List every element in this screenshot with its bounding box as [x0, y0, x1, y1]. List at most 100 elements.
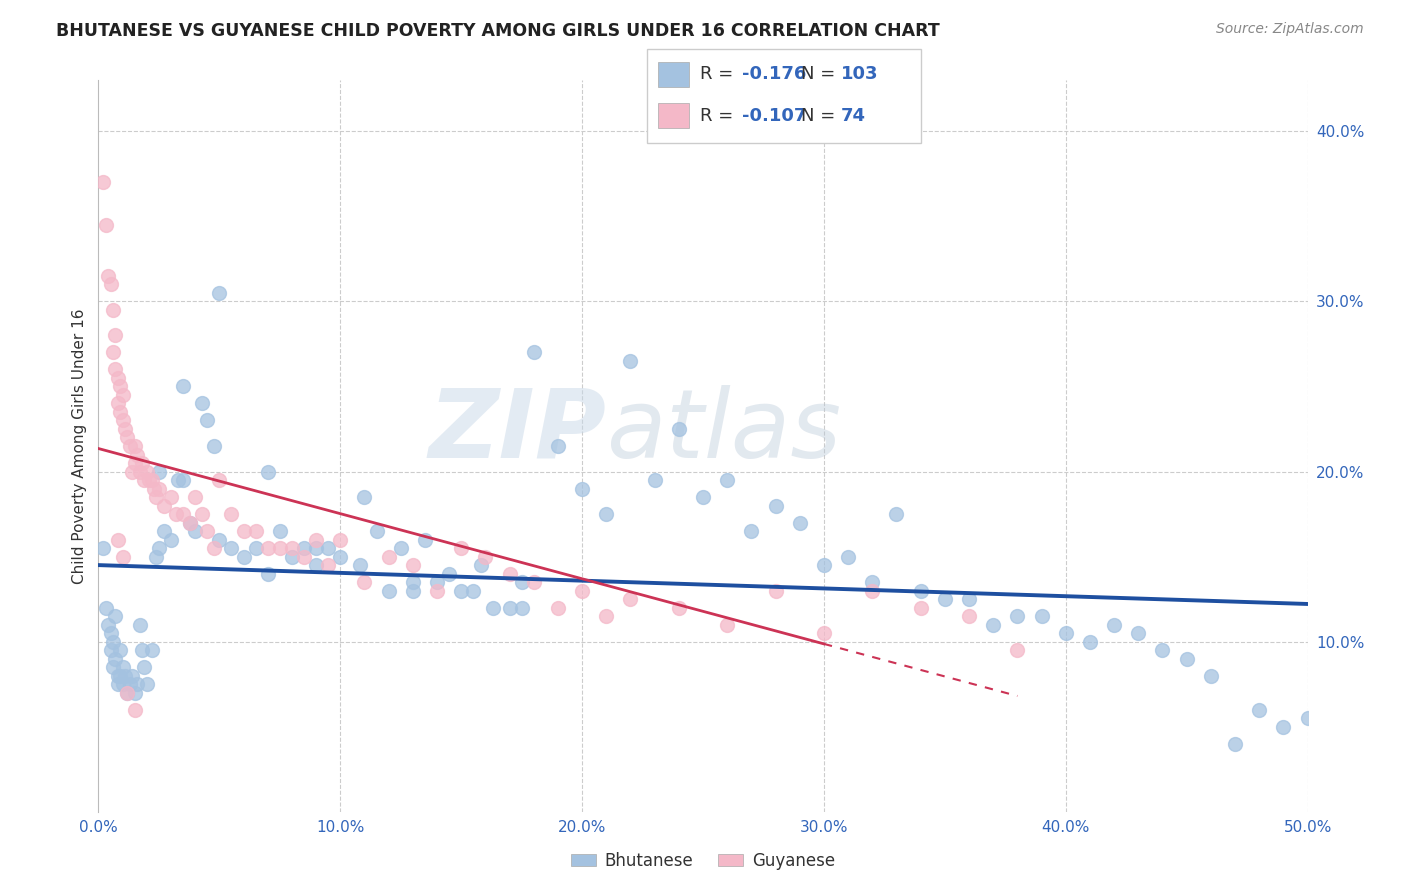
- Point: [1199, 668, 1222, 682]
- Point: [107, 396, 129, 410]
- Point: [195, 413, 218, 427]
- Point: [426, 583, 449, 598]
- Text: Source: ZipAtlas.com: Source: ZipAtlas.com: [1216, 22, 1364, 37]
- Point: [463, 583, 485, 598]
- Point: [195, 524, 218, 538]
- Point: [108, 643, 131, 657]
- Point: [934, 592, 956, 607]
- Point: [668, 600, 690, 615]
- Point: [619, 354, 641, 368]
- Point: [498, 600, 520, 615]
- Point: [668, 422, 690, 436]
- Point: [94, 218, 117, 232]
- Point: [765, 499, 787, 513]
- Point: [101, 345, 124, 359]
- Point: [138, 473, 160, 487]
- Point: [208, 533, 231, 547]
- Point: [131, 643, 153, 657]
- Point: [402, 558, 425, 572]
- Point: [145, 490, 167, 504]
- Point: [1175, 651, 1198, 665]
- Point: [329, 533, 352, 547]
- Text: N =: N =: [801, 107, 841, 125]
- Point: [208, 473, 231, 487]
- Point: [910, 583, 932, 598]
- Point: [160, 533, 183, 547]
- Point: [117, 686, 139, 700]
- Point: [160, 490, 183, 504]
- Point: [148, 541, 170, 555]
- Point: [402, 575, 425, 590]
- Point: [910, 600, 932, 615]
- Point: [692, 490, 714, 504]
- Text: BHUTANESE VS GUYANESE CHILD POVERTY AMONG GIRLS UNDER 16 CORRELATION CHART: BHUTANESE VS GUYANESE CHILD POVERTY AMON…: [56, 22, 941, 40]
- Point: [111, 388, 134, 402]
- Point: [1054, 626, 1077, 640]
- Point: [101, 660, 124, 674]
- Point: [111, 413, 134, 427]
- Point: [221, 541, 243, 555]
- Point: [765, 583, 787, 598]
- Point: [860, 583, 883, 598]
- Point: [305, 558, 328, 572]
- Point: [281, 549, 304, 564]
- Point: [1249, 703, 1271, 717]
- Point: [474, 549, 496, 564]
- Y-axis label: Child Poverty Among Girls Under 16: Child Poverty Among Girls Under 16: [72, 309, 87, 583]
- Point: [1031, 609, 1053, 624]
- Point: [413, 533, 436, 547]
- Point: [245, 524, 267, 538]
- Point: [450, 541, 472, 555]
- Point: [481, 600, 503, 615]
- Point: [269, 524, 291, 538]
- Point: [100, 626, 122, 640]
- Point: [595, 609, 617, 624]
- Point: [377, 583, 399, 598]
- Point: [1296, 711, 1319, 725]
- Point: [450, 583, 472, 598]
- Point: [184, 524, 207, 538]
- Point: [152, 524, 174, 538]
- Point: [143, 482, 166, 496]
- Text: -0.176: -0.176: [742, 65, 807, 83]
- Point: [91, 175, 114, 189]
- Point: [232, 524, 254, 538]
- Point: [131, 456, 153, 470]
- Point: [716, 473, 738, 487]
- Point: [167, 473, 190, 487]
- Point: [172, 507, 194, 521]
- Point: [813, 626, 835, 640]
- Point: [128, 617, 150, 632]
- Point: [204, 439, 226, 453]
- Point: [114, 422, 136, 436]
- Point: [111, 549, 134, 564]
- Point: [269, 541, 291, 555]
- Point: [245, 541, 267, 555]
- Point: [118, 677, 141, 691]
- Text: 103: 103: [841, 65, 879, 83]
- Point: [644, 473, 666, 487]
- Point: [595, 507, 617, 521]
- Point: [1223, 737, 1246, 751]
- Point: [107, 371, 129, 385]
- Point: [292, 549, 315, 564]
- Point: [837, 549, 859, 564]
- Point: [141, 473, 163, 487]
- Point: [127, 448, 149, 462]
- Point: [571, 482, 593, 496]
- Point: [437, 566, 460, 581]
- Point: [1007, 643, 1029, 657]
- Point: [111, 677, 134, 691]
- Point: [114, 668, 136, 682]
- Point: [1128, 626, 1150, 640]
- Point: [619, 592, 641, 607]
- Point: [329, 549, 352, 564]
- Point: [1272, 720, 1295, 734]
- Point: [104, 651, 127, 665]
- Point: [152, 499, 174, 513]
- Point: [1007, 609, 1029, 624]
- Point: [100, 277, 122, 292]
- Text: ZIP: ZIP: [429, 384, 606, 478]
- Point: [281, 541, 304, 555]
- Point: [127, 677, 149, 691]
